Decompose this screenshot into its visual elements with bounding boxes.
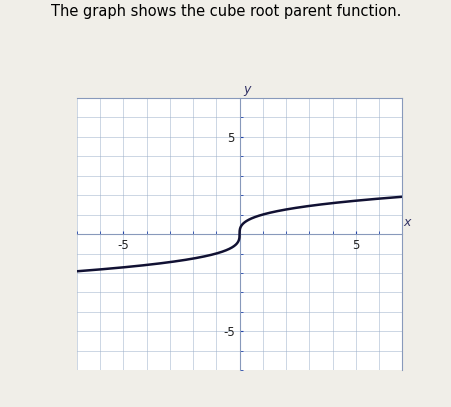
Text: The graph shows the cube root parent function.: The graph shows the cube root parent fun… bbox=[51, 4, 400, 19]
Text: y: y bbox=[243, 83, 250, 96]
Text: x: x bbox=[403, 216, 410, 229]
